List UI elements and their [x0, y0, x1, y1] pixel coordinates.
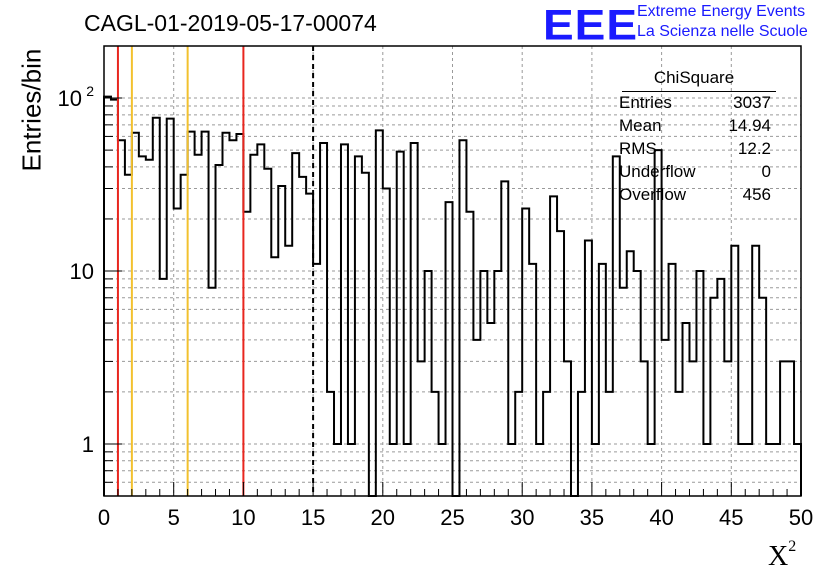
stats-label: Mean: [619, 116, 662, 135]
x-tick-label: 35: [580, 505, 604, 530]
x-tick-label: 5: [168, 505, 180, 530]
x-axis-label: X2: [768, 538, 796, 573]
stats-label: Underflow: [619, 162, 696, 181]
x-tick-label: 50: [789, 505, 813, 530]
y-tick-label: 1: [82, 432, 94, 457]
x-tick-label: 20: [371, 505, 395, 530]
x-tick-label: 0: [98, 505, 110, 530]
y-tick-exponent: 2: [86, 83, 94, 99]
chart-title: CAGL-01-2019-05-17-00074: [84, 10, 377, 36]
stats-value: 0: [761, 162, 771, 181]
stats-title: ChiSquare: [653, 68, 735, 87]
y-tick-label: 10: [70, 259, 94, 284]
eee-logo-mark: EEE: [543, 1, 639, 49]
logo-line-2: La Scienza nelle Scuole: [637, 23, 808, 40]
histogram-series: [103, 95, 802, 497]
stats-value: 3037: [733, 93, 771, 112]
x-tick-label: 40: [649, 505, 673, 530]
x-axis-label-exponent: 2: [788, 538, 797, 555]
logo-line-1: Extreme Energy Events: [637, 3, 806, 20]
x-tick-label: 10: [231, 505, 255, 530]
stats-value: 12.2: [737, 139, 771, 158]
stats-label: Overflow: [619, 185, 687, 204]
stats-value: 456: [742, 185, 771, 204]
y-axis-label: Entries/bin: [16, 48, 47, 172]
x-tick-label: 45: [719, 505, 743, 530]
x-tick-label: 25: [440, 505, 464, 530]
stats-divider: [622, 91, 776, 92]
stats-label: RMS: [619, 139, 657, 158]
y-tick-label: 10: [58, 86, 82, 111]
stats-box: ChiSquare Entries 3037 Mean 14.94 RMS 12…: [614, 66, 804, 210]
x-axis-label-base: X: [768, 541, 789, 572]
stats-label: Entries: [619, 93, 672, 112]
x-tick-label: 15: [301, 505, 325, 530]
stats-value: 14.94: [728, 116, 771, 135]
x-tick-label: 30: [510, 505, 534, 530]
